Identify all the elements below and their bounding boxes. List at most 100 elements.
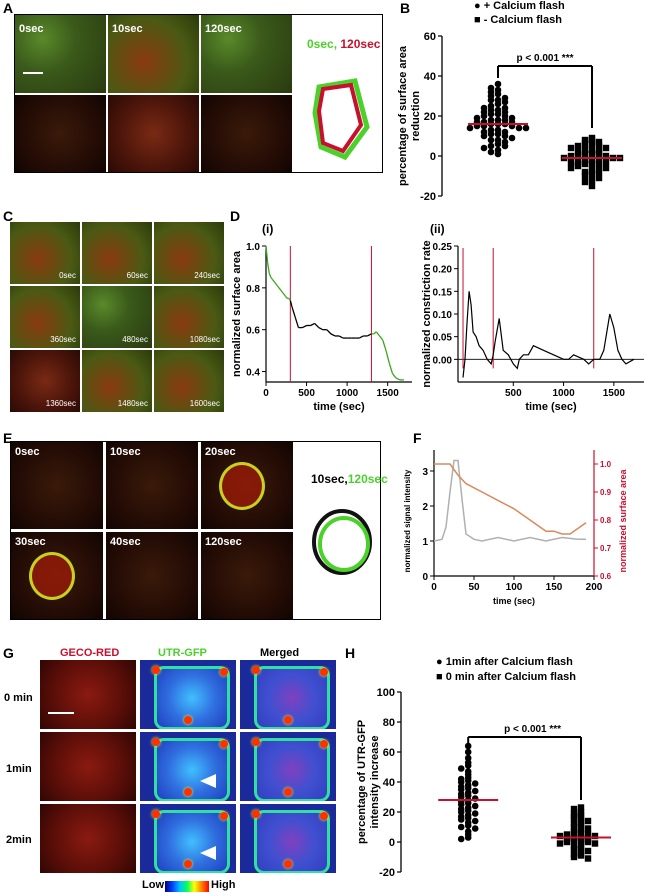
data-line-segment <box>268 272 272 278</box>
data-point <box>595 162 603 170</box>
data-point <box>563 831 571 838</box>
data-point <box>471 825 479 832</box>
y-tick-label: 20 <box>383 807 395 819</box>
data-point <box>577 844 585 852</box>
hotspot <box>320 812 328 820</box>
data-point <box>570 829 578 837</box>
data-point <box>501 132 509 140</box>
chart-d-i: 0 500 1000 1500 0.4 0.6 0.8 1.0 time (sec) normal… <box>231 242 412 413</box>
panel-g-grid <box>40 660 337 875</box>
p-value-label: p < 0.001 *** <box>504 724 561 735</box>
y-axis-label: percentage of UTR-GFPintensity increase <box>356 720 381 844</box>
data-point <box>501 98 509 106</box>
merged-image <box>240 804 336 873</box>
data-line-segment <box>271 279 275 282</box>
p-value-label: p < 0.001 *** <box>517 53 574 64</box>
data-point <box>480 132 488 140</box>
data-line-segment <box>270 276 274 280</box>
data-point <box>508 134 516 142</box>
data-line-segment <box>367 333 372 337</box>
cell-heat-region <box>254 810 330 873</box>
data-point <box>487 142 495 150</box>
row-label: 2min <box>6 834 32 846</box>
utr-gfp-image <box>140 732 236 801</box>
data-point <box>570 837 578 844</box>
data-line-segment <box>358 335 364 339</box>
scale-bar <box>48 712 74 714</box>
data-point <box>581 140 589 148</box>
time-label: 1480sec <box>117 399 148 408</box>
data-line-segment <box>382 339 387 351</box>
panel-a-frame: 0sec 10sec 120sec 0sec, 120sec <box>14 14 383 173</box>
data-point <box>556 840 564 847</box>
data-point <box>570 846 578 853</box>
geco-red-image <box>40 804 136 873</box>
data-point <box>595 168 603 176</box>
time-label: 30sec <box>15 536 46 548</box>
data-point <box>584 855 592 862</box>
data-point <box>581 146 589 154</box>
panel-label-b: B <box>400 0 411 16</box>
row-label: 0 min <box>4 692 33 704</box>
data-point <box>581 168 589 176</box>
y-tick-label: 0.6 <box>246 326 260 337</box>
data-line-segment <box>330 333 336 337</box>
data-line-segment <box>388 362 394 374</box>
data-line-segment <box>288 297 291 301</box>
time-label: 40sec <box>110 536 141 548</box>
micrograph-tile: 1480sec <box>82 350 152 412</box>
data-point <box>457 816 465 823</box>
right-y-tick-label: 0.7 <box>600 544 612 553</box>
outline-legend: 10sec,120sec <box>311 472 388 486</box>
data-point <box>595 150 603 158</box>
cell-outline-overlay <box>312 509 372 575</box>
data-point <box>588 166 596 174</box>
cell-heat-region <box>254 738 330 801</box>
outline-120sec <box>318 516 370 572</box>
data-point <box>471 780 479 787</box>
hotspot <box>152 810 160 818</box>
data-point <box>457 765 465 772</box>
y-tick-label: 80 <box>383 717 395 729</box>
data-point <box>602 158 610 166</box>
data-point <box>588 170 596 178</box>
data-line-segment <box>395 377 401 381</box>
panel-e-grid: 0sec 10sec 20sec 30sec 40sec 120sec <box>11 442 293 619</box>
time-label: 120sec <box>205 536 242 548</box>
y-tick-label: 0.15 <box>433 287 453 298</box>
colorbar-low-label: Low <box>142 879 164 891</box>
data-point <box>570 816 578 823</box>
micrograph-a-bottom-0 <box>15 95 106 172</box>
data-point <box>581 172 589 180</box>
time-label: 120sec <box>205 23 242 35</box>
micrograph-tile: 1360sec <box>10 350 80 412</box>
micrograph-tile: 240sec <box>154 222 224 284</box>
geco-red-image <box>40 732 136 801</box>
y-tick-label: 0.00 <box>433 355 453 366</box>
data-line-segment <box>375 331 381 337</box>
x-tick-label: 100 <box>506 582 523 593</box>
arrowhead-marker <box>200 846 216 860</box>
data-point <box>471 817 479 825</box>
data-point <box>567 164 575 172</box>
data-point <box>464 834 472 841</box>
data-point <box>581 150 589 158</box>
data-point <box>577 804 585 811</box>
outline-0sec <box>312 78 370 161</box>
data-line-segment <box>284 295 288 299</box>
micrograph-tile: 1600sec <box>154 350 224 412</box>
utr-gfp-image <box>140 660 236 729</box>
hotspot <box>284 788 292 796</box>
data-point <box>577 837 585 844</box>
data-point <box>567 144 575 152</box>
y-tick-label: 3 <box>422 467 428 478</box>
data-line-segment <box>392 373 397 379</box>
panel-c-grid: 0sec 60sec 240sec 360sec 480sec 1080sec 1360se… <box>10 222 224 414</box>
data-line-segment <box>283 293 286 297</box>
data-point <box>487 148 495 156</box>
hotspot <box>184 716 192 724</box>
hotspot <box>320 740 328 748</box>
x-tick-label: 1000 <box>552 388 575 399</box>
data-point <box>574 142 582 150</box>
y-tick-label: 0.20 <box>433 265 453 276</box>
